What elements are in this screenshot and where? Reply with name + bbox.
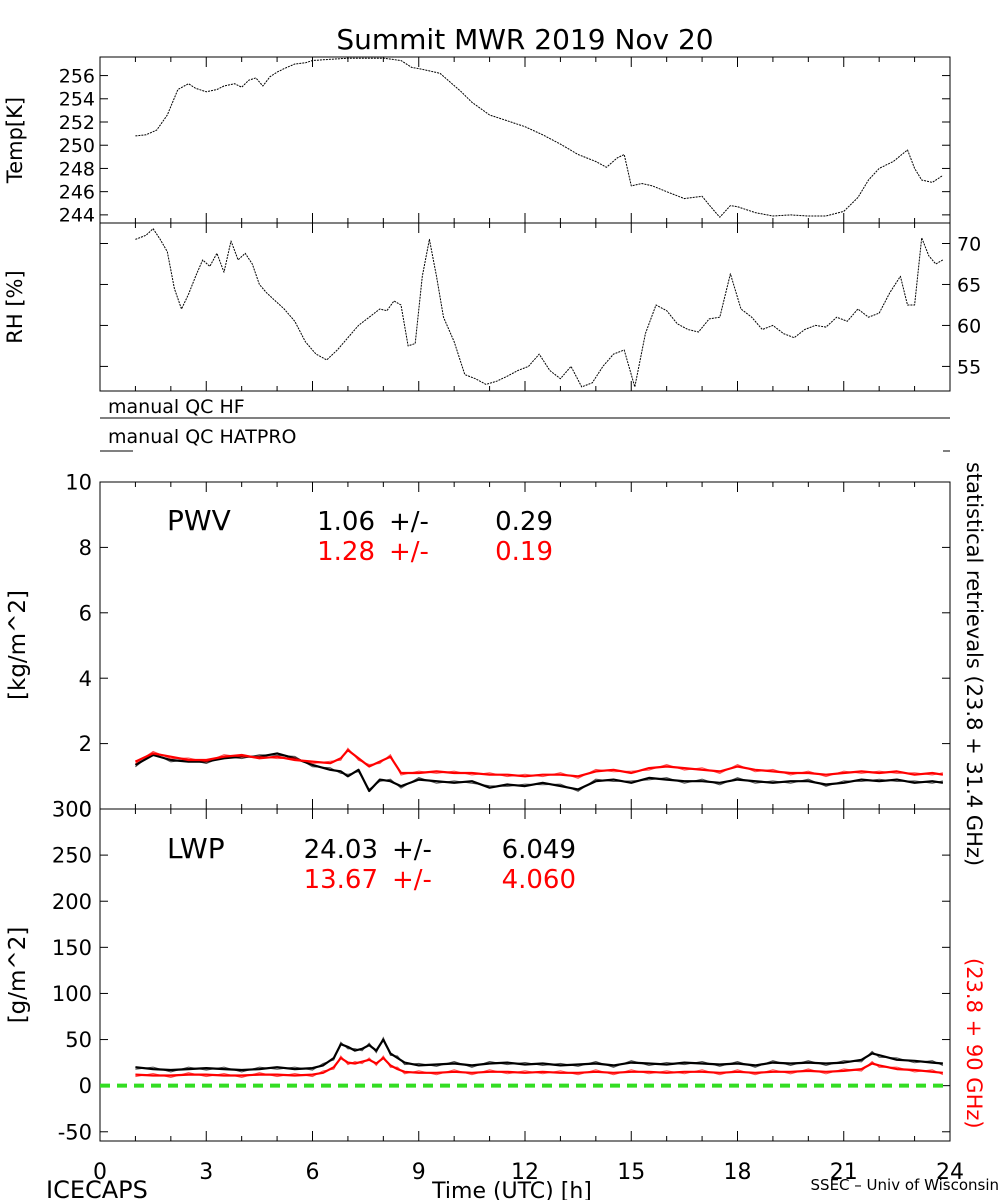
pwv-annotation: PWV (167, 504, 231, 537)
x-tick-label: 21 (830, 1160, 858, 1185)
rh-plot-frame (99, 222, 951, 392)
temp-xticks (99, 57, 951, 223)
pwv-xticks (99, 482, 951, 809)
x-tick-label: 3 (199, 1160, 213, 1185)
chart-title: Summit MWR 2019 Nov 20 (336, 23, 713, 56)
temp-ytick-label: 244 (59, 205, 95, 227)
rh-series-line-0 (135, 228, 944, 388)
pwv-stat-red-mean: 1.28 (317, 537, 375, 567)
lwp-series-noise-1 (135, 1055, 944, 1079)
footer-ssec: SSEC – Univ of Wisconsin (811, 1176, 999, 1194)
lwp-annotation: LWP (167, 832, 225, 865)
lwp-ytick-label: 0 (79, 1074, 92, 1098)
lwp-ylabel: [g/m^2] (5, 927, 31, 1024)
lwp-series-line-0 (135, 1038, 943, 1072)
pwv-stat-black-pm: +/- (389, 507, 429, 537)
rh-series (135, 228, 944, 388)
pwv-ytick-label: 0 (79, 798, 92, 822)
lwp-yticks: -50 0 50 100 150 200 250 300 (52, 798, 950, 1144)
temp-series (135, 57, 944, 218)
temp-ytick-label: 252 (59, 112, 95, 134)
pwv-stat-red-sd: 0.19 (495, 537, 553, 567)
lwp-stat-red-mean: 13.67 (304, 865, 378, 895)
lwp-ytick-label: 250 (52, 844, 92, 868)
pwv-ytick-label: 2 (79, 732, 92, 756)
rh-ytick-label: 70 (957, 233, 981, 255)
pwv-series-noise-1 (135, 747, 944, 779)
pwv-ytick-label: 10 (65, 471, 92, 495)
pwv-ytick-label: 8 (79, 536, 92, 560)
temp-ytick-label: 254 (59, 89, 95, 111)
lwp-stat-black-sd: 6.049 (502, 835, 576, 865)
rh-ytick-label: 60 (957, 315, 981, 337)
temp-ytick-label: 250 (59, 135, 95, 157)
x-tick-label: 6 (306, 1160, 320, 1185)
x-axis-label: Time (UTC) [h] (431, 1179, 592, 1200)
lwp-series (135, 1036, 944, 1079)
pwv-ylabel: [kg/m^2] (5, 590, 31, 700)
temp-ytick-label: 248 (59, 158, 95, 180)
lwp-stat-red-sd: 4.060 (502, 865, 576, 895)
x-tick-label: 0 (93, 1160, 107, 1185)
x-tick-label: 24 (936, 1160, 964, 1185)
qc-label-hatpro: manual QC HATPRO (108, 426, 297, 448)
pwv-series (134, 747, 944, 793)
lwp-series-noise-0 (135, 1036, 944, 1073)
x-tick-label: 12 (511, 1160, 539, 1185)
qc-rows: manual QC HF manual QC HATPRO (100, 396, 950, 452)
rh-ytick-label: 55 (957, 356, 981, 378)
lwp-ytick-label: 100 (52, 982, 92, 1006)
lwp-ytick-label: 150 (52, 936, 92, 960)
pwv-ytick-label: 4 (79, 667, 92, 691)
rh-xticks (99, 223, 951, 391)
pwv-yticks: 0 2 4 6 8 10 (65, 471, 950, 822)
pwv-stat-black-sd: 0.29 (495, 507, 553, 537)
pwv-stat-red-pm: +/- (389, 537, 429, 567)
qc-label-hf: manual QC HF (108, 396, 245, 418)
rh-ytick-label: 65 (957, 274, 981, 296)
lwp-series-line-1 (135, 1056, 944, 1077)
lwp-ytick-label: 300 (52, 798, 92, 822)
right-label-statistical: statistical retrievals (23.8 + 31.4 GHz) (962, 462, 986, 866)
lwp-ytick-label: 50 (65, 1028, 92, 1052)
footer-icecaps: ICECAPS (46, 1176, 148, 1200)
lwp-ytick-label: -50 (58, 1120, 92, 1144)
pwv-ytick-label: 6 (79, 601, 92, 625)
temp-plot-frame (99, 56, 951, 224)
lwp-xticks: 0 3 6 9 12 15 18 21 24 (93, 809, 964, 1185)
x-tick-label: 9 (412, 1160, 426, 1185)
temp-ytick-label: 246 (59, 181, 95, 203)
pwv-series-line-1 (134, 748, 944, 778)
rh-panel: 55 60 65 70 RH [%] (3, 222, 981, 392)
temp-series-line-0 (135, 57, 944, 218)
lwp-stat-red-pm: +/- (392, 865, 432, 895)
rh-yticks: 55 60 65 70 (100, 233, 981, 378)
pwv-stat-black-mean: 1.06 (317, 507, 375, 537)
lwp-stat-black-pm: +/- (392, 835, 432, 865)
rh-ylabel: RH [%] (3, 270, 27, 343)
right-label-90ghz: (23.8 + 90 GHz) (962, 958, 986, 1129)
pwv-series-line-0 (134, 752, 944, 793)
temp-ytick-label: 256 (59, 65, 95, 87)
lwp-ytick-label: 200 (52, 890, 92, 914)
pwv-series-noise-0 (135, 752, 944, 792)
x-tick-label: 15 (617, 1160, 645, 1185)
x-tick-label: 18 (724, 1160, 752, 1185)
temp-ylabel: Temp[K] (3, 97, 27, 184)
lwp-stat-black-mean: 24.03 (304, 835, 378, 865)
